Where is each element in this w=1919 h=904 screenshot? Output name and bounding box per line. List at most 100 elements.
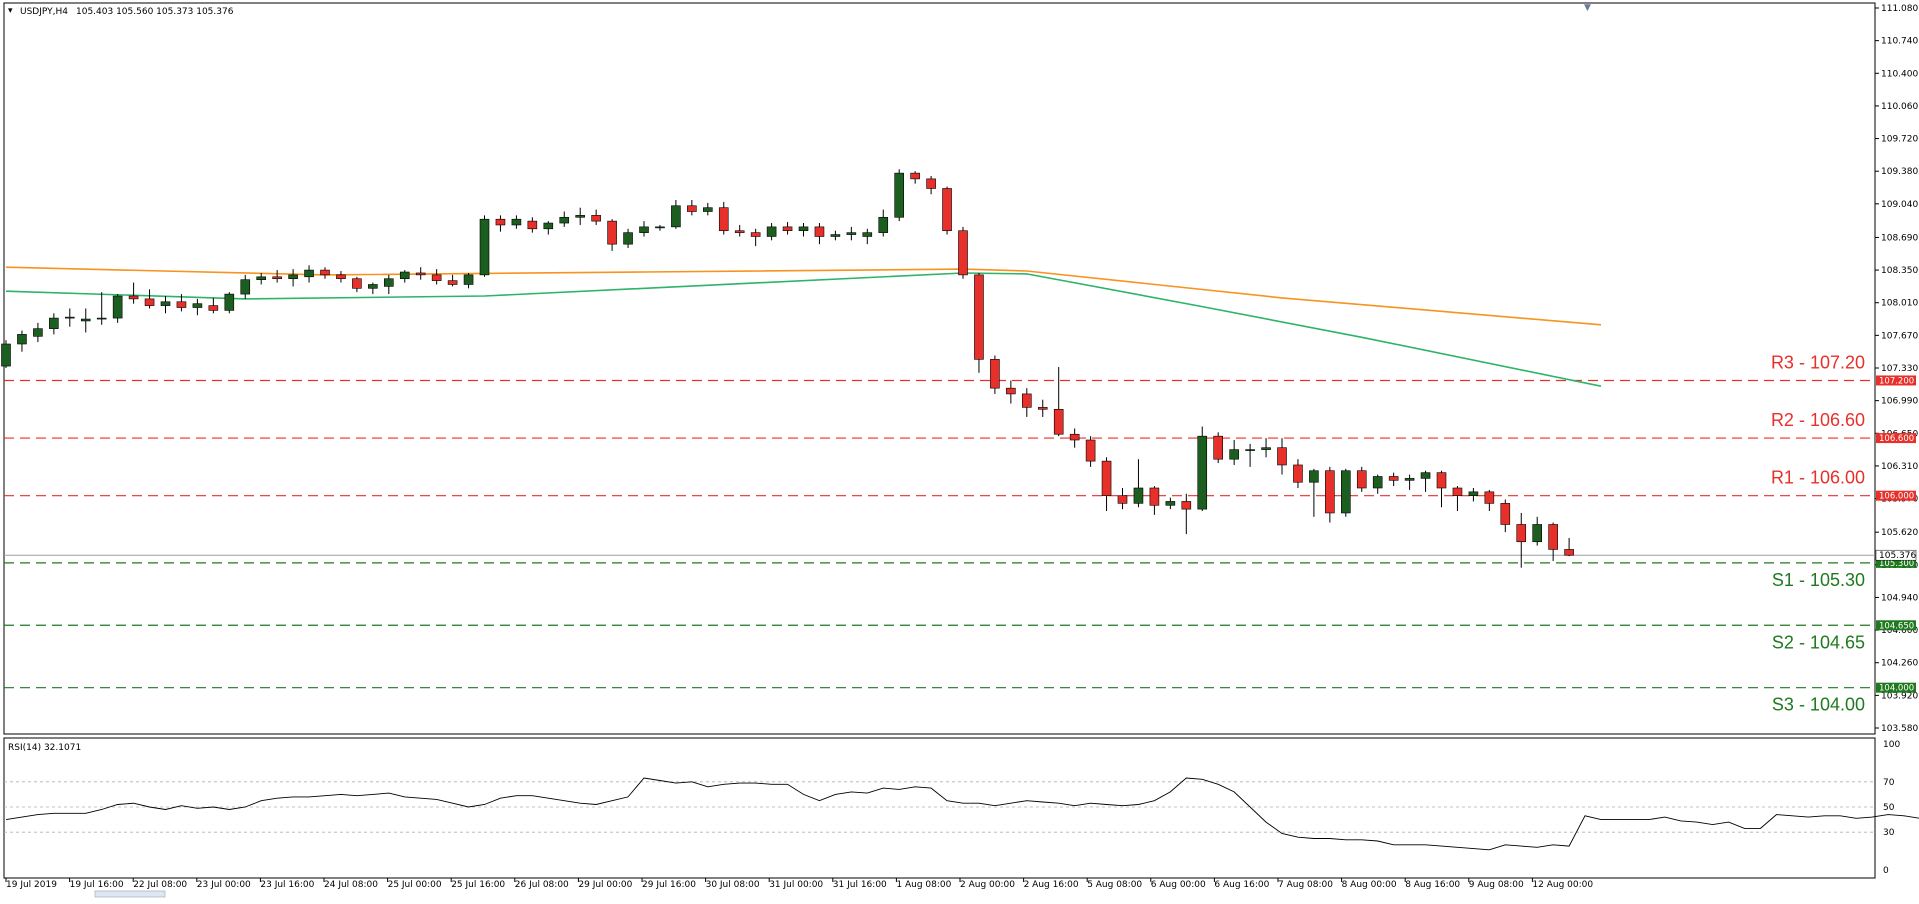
candle [1245,443,1255,467]
candle-body [1,343,11,367]
window-menu-icon[interactable]: ▾ [8,6,13,16]
candle [368,282,378,295]
candle-body [1021,393,1032,408]
candle [33,322,43,343]
candle [1,340,11,368]
time-tick-label: 23 Jul 16:00 [260,880,314,890]
price-tick-label: 106.990 [1881,397,1918,407]
candle-body [288,274,298,280]
candle [447,274,458,287]
candle [160,296,171,314]
candle [1133,459,1144,508]
candle-body [575,215,586,218]
candle [1037,399,1048,417]
time-tick-label: 25 Jul 00:00 [388,880,442,890]
candle-body [894,172,905,218]
level-label: R1 - 106.00 [1771,468,1865,488]
candle [782,222,793,235]
candle [17,330,27,352]
price-tick-label: 105.620 [1881,528,1918,538]
time-tick-label: 9 Aug 08:00 [1469,880,1524,890]
current-price-tag [1875,549,1917,561]
candle [1261,438,1271,458]
candle-body [17,334,27,345]
candle-body [479,218,490,276]
candle-body [1500,503,1511,525]
candle [559,211,570,227]
candle-body [766,226,777,237]
time-tick-label: 12 Aug 00:00 [1532,880,1593,890]
candle-body [1548,524,1558,550]
price-tick-label: 107.670 [1881,331,1918,341]
candle-body [798,226,809,232]
candle-body [112,295,123,319]
price-tick-label: 110.400 [1881,69,1918,79]
candle [415,267,426,280]
rsi-tick-label: 50 [1883,803,1895,813]
candle [1229,440,1239,465]
candle [798,223,809,237]
candle [304,265,314,283]
candle [1181,493,1192,535]
rsi-tick-label: 70 [1883,778,1895,788]
price-tag-label: 106.000 [1879,492,1914,502]
candle-body [639,226,649,233]
candle-body [1037,407,1048,410]
candle [639,221,649,237]
time-scroll-handle [94,890,166,898]
moving-average-line [5,272,1602,387]
candle-body [1420,472,1431,479]
price-tick-label: 104.940 [1881,593,1918,603]
time-tick-label: 31 Jul 16:00 [833,880,887,890]
candle-body [655,226,665,229]
candle-body [1053,408,1064,435]
candle [1404,474,1415,490]
candle [1388,472,1399,487]
candle-body [415,272,426,276]
price-tag [1876,375,1916,386]
candle [1484,489,1495,512]
level-label: S2 - 104.65 [1772,632,1865,652]
candle [687,200,697,216]
candle-body [671,205,681,228]
price-tick-label: 106.310 [1881,462,1918,472]
price-tag-label: 104.000 [1879,684,1914,694]
candle-body [990,359,1000,389]
candle [894,169,905,222]
price-tag-label: 104.650 [1879,621,1914,631]
candle-body [718,207,729,232]
candle-body [1452,487,1463,496]
candle-body [1229,449,1239,460]
candle [399,270,410,283]
candle [814,223,825,245]
candle-body [1277,447,1287,466]
candle-body [1117,495,1128,504]
time-tick-label: 2 Aug 16:00 [1024,880,1079,890]
candle-body [1532,524,1542,543]
candle [256,272,267,285]
candle [1293,459,1303,488]
symbol-label: USDJPY,H4 [20,7,68,17]
time-tick-label: 7 Aug 08:00 [1278,880,1333,890]
candle-body [224,293,235,311]
candle-body [128,295,139,300]
time-tick-label: 1 Aug 08:00 [896,880,951,890]
candle [1356,466,1367,492]
candle [128,282,139,304]
candle-body [910,172,920,180]
candle-body [1133,487,1144,504]
time-tick-label: 8 Aug 16:00 [1405,880,1460,890]
price-tag [1876,490,1916,501]
candle [511,215,522,229]
candle-body [942,188,952,232]
scroll-marker-icon[interactable]: ▼ [1584,3,1591,13]
candle [862,228,873,245]
candle-body [1006,387,1016,395]
candle-body [1149,487,1160,506]
candle-body [1341,470,1351,514]
candle [766,223,777,241]
candle [336,271,346,283]
candle-body [1293,464,1303,483]
